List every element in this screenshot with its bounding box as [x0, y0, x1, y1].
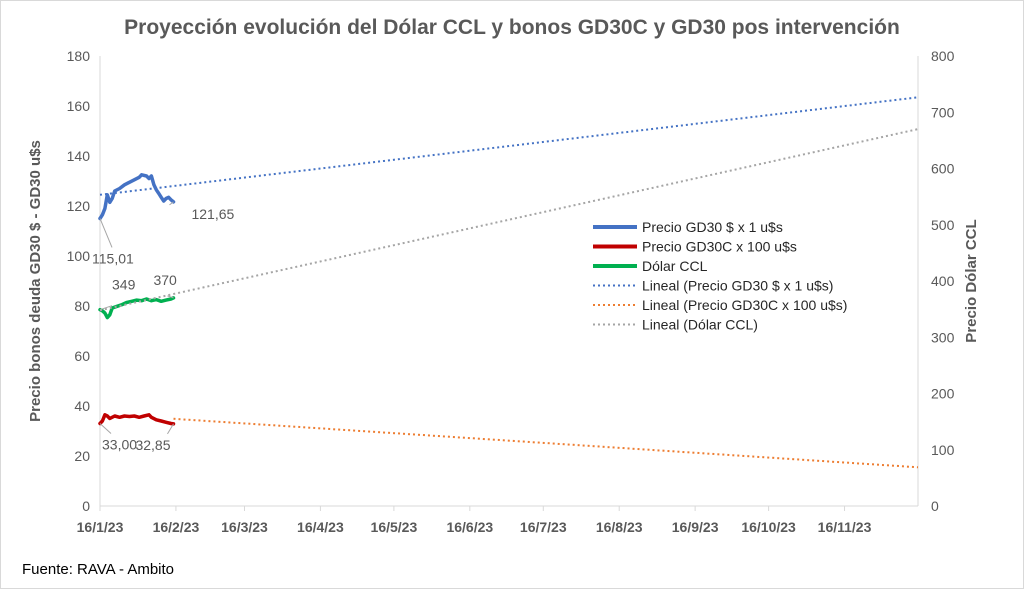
annotation-leader-line — [167, 295, 174, 299]
y-tick-right-label: 500 — [931, 217, 955, 233]
y-tick-right-label: 600 — [931, 161, 955, 177]
x-tick-label: 16/6/23 — [446, 519, 493, 535]
y-tick-left-label: 80 — [74, 298, 90, 314]
annotation-leader-line — [169, 201, 174, 206]
y-tick-right-label: 100 — [931, 442, 955, 458]
x-tick-label: 16/2/23 — [153, 519, 200, 535]
series-line-5 — [173, 417, 919, 469]
x-tick-label: 16/4/23 — [297, 519, 344, 535]
y-tick-left-label: 0 — [82, 498, 90, 514]
axes — [99, 56, 919, 507]
x-tick-label: 16/8/23 — [596, 519, 643, 535]
y-ticks-left: 0 20 40 60 80 100 120 140 160 180 — [67, 48, 91, 514]
x-tick-label: 16/3/23 — [221, 519, 268, 535]
annotation-label: 370 — [153, 272, 177, 288]
y-tick-left-label: 60 — [74, 348, 90, 364]
x-tick-label: 16/10/23 — [741, 519, 796, 535]
y-tick-right-label: 200 — [931, 386, 955, 402]
legend-label-4: Lineal (Precio GD30 $ x 1 u$s) — [642, 278, 833, 294]
x-ticks: 16/1/23 16/2/23 16/3/23 16/4/23 16/5/23 16/6/… — [77, 506, 872, 535]
legend-label-2: Precio GD30C x 100 u$s — [642, 239, 797, 255]
annotation-leader-line — [167, 423, 174, 435]
y-axis-right-label: Precio Dólar CCL — [963, 219, 980, 342]
y-tick-right-label: 300 — [931, 329, 955, 345]
y-tick-right-label: 400 — [931, 273, 955, 289]
legend-label-6: Lineal (Dólar CCL) — [642, 317, 758, 333]
series-line-4 — [99, 96, 919, 196]
x-tick-label: 16/5/23 — [371, 519, 418, 535]
y-tick-left-label: 180 — [67, 48, 91, 64]
annotation-leader-line — [99, 423, 112, 434]
y-tick-left-label: 100 — [67, 248, 91, 264]
legend-label-5: Lineal (Precio GD30C x 100 u$s) — [642, 297, 847, 313]
y-tick-right-label: 700 — [931, 104, 955, 120]
y-tick-left-label: 20 — [74, 448, 90, 464]
annotation-leader-line — [99, 218, 113, 248]
annotation-label: 121,65 — [191, 206, 234, 222]
y-tick-left-label: 160 — [67, 98, 91, 114]
source-note: Fuente: RAVA - Ambito — [22, 561, 175, 578]
x-tick-label: 16/1/23 — [77, 519, 124, 535]
series-line-3 — [98, 296, 176, 320]
series-line-2 — [98, 413, 176, 426]
annotation-leader-line — [99, 305, 113, 311]
series-group — [98, 96, 919, 469]
y-tick-right-label: 0 — [931, 498, 939, 514]
series-line-1 — [98, 173, 176, 221]
y-tick-left-label: 40 — [74, 398, 90, 414]
legend: Precio GD30 $ x 1 u$s Precio GD30C x 100 … — [593, 219, 847, 333]
x-tick-label: 16/11/23 — [818, 519, 872, 535]
y-tick-left-label: 140 — [67, 148, 91, 164]
x-tick-label: 16/7/23 — [520, 519, 567, 535]
chart-title: Proyección evolución del Dólar CCL y bon… — [124, 16, 900, 39]
annotation-label: 32,85 — [135, 437, 170, 453]
x-tick-label: 16/9/23 — [672, 519, 719, 535]
annotation-label: 115,01 — [92, 250, 134, 266]
y-ticks-right: 0 100 200 300 400 500 600 700 800 — [931, 48, 955, 514]
legend-label-1: Precio GD30 $ x 1 u$s — [642, 219, 783, 235]
y-axis-left-label: Precio bonos deuda GD30 $ - GD30 u$s — [27, 140, 44, 422]
y-tick-left-label: 120 — [67, 198, 91, 214]
annotation-label: 349 — [112, 277, 136, 293]
y-tick-right-label: 800 — [931, 48, 955, 64]
annotation-label: 33,00 — [102, 437, 137, 453]
legend-label-3: Dólar CCL — [642, 258, 708, 274]
